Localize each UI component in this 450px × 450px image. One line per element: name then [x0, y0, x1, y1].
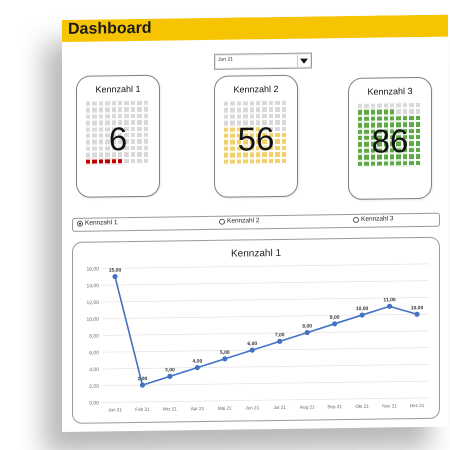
data-point [139, 382, 146, 388]
kpi-value: 6 [108, 120, 128, 158]
kpi-card-1: Kennzahl 1 6 [76, 74, 160, 198]
data-label: 10,00 [411, 305, 424, 311]
page-title: Dashboard [68, 19, 152, 38]
data-label: 11,00 [383, 297, 395, 303]
kpi-grid-cell [414, 159, 421, 166]
radio-kennzahl-1[interactable]: Kennzahl 1 [77, 219, 118, 227]
x-tick-label: Okt 21 [355, 404, 369, 409]
dashboard-sheet: Dashboard Jun 21 Kennzahl 1 6 Kennzahl 2… [62, 14, 448, 432]
gridline [103, 347, 429, 353]
gridline [103, 397, 429, 403]
data-label: 9,00 [330, 315, 340, 321]
kpi-title: Kennzahl 2 [233, 83, 279, 95]
data-point [222, 356, 228, 362]
data-point [249, 347, 255, 353]
x-tick-label: Mai 21 [218, 406, 232, 411]
radio-checked-icon[interactable] [77, 220, 83, 227]
data-label: 8,00 [302, 324, 312, 330]
data-label: 7,00 [275, 332, 285, 338]
y-tick-label: 0,00 [89, 400, 99, 406]
x-tick-label: Mrz 21 [163, 406, 177, 411]
radio-kennzahl-3[interactable]: Kennzahl 3 [353, 215, 394, 223]
x-tick-label: Jun 21 [245, 405, 259, 410]
radio-unchecked-icon[interactable] [219, 218, 225, 225]
kpi-value: 56 [237, 120, 275, 158]
radio-label: Kennzahl 1 [85, 219, 118, 227]
x-tick-label: Dez 21 [410, 403, 425, 408]
kpi-radio-group: Kennzahl 1 Kennzahl 2 Kennzahl 3 [72, 212, 440, 232]
data-label: 4,00 [192, 359, 202, 365]
data-point [304, 329, 310, 336]
radio-kennzahl-2[interactable]: Kennzahl 2 [219, 217, 260, 225]
kpi-title: Kennzahl 1 [95, 83, 141, 95]
x-tick-label: Nov 21 [382, 403, 397, 408]
y-tick-label: 16,00 [86, 266, 99, 272]
data-point [194, 365, 200, 371]
y-tick-label: 2,00 [89, 384, 99, 390]
y-tick-label: 4,00 [89, 367, 99, 373]
data-label: 3,00 [165, 367, 175, 373]
month-dropdown-value: Jun 21 [218, 56, 234, 63]
chart-title: Kennzahl 1 [231, 248, 281, 260]
radio-label: Kennzahl 3 [361, 215, 394, 223]
data-point [112, 274, 118, 280]
y-tick-label: 6,00 [89, 350, 99, 356]
gridline [103, 313, 429, 320]
radio-label: Kennzahl 2 [227, 217, 260, 225]
data-point [332, 321, 338, 327]
data-label: 10,00 [356, 306, 369, 312]
data-point [414, 311, 420, 317]
chart-svg: Kennzahl 1 0,00 2,00 4,00 6,00 8,00 10,00 12,0… [86, 248, 429, 412]
data-label: 6,00 [247, 341, 257, 347]
radio-unchecked-icon[interactable] [353, 216, 359, 223]
header-bar: Dashboard [62, 14, 448, 42]
gridline [103, 280, 429, 286]
data-label: 2,00 [138, 376, 148, 382]
x-tick-label: Feb 21 [135, 407, 150, 412]
gridline [103, 263, 429, 269]
y-tick-label: 12,00 [86, 300, 99, 306]
y-tick-label: 10,00 [86, 317, 99, 323]
gridline [103, 330, 429, 336]
x-tick-label: Sep 21 [327, 404, 342, 409]
chevron-down-icon[interactable] [297, 54, 310, 67]
gridline [103, 380, 429, 387]
gridline [103, 364, 429, 370]
data-label: 15,00 [109, 268, 122, 274]
data-point [386, 303, 393, 309]
series-line [114, 276, 418, 387]
y-tick-label: 14,00 [86, 283, 99, 289]
data-point [359, 312, 365, 318]
x-tick-label: Apr 21 [191, 406, 205, 411]
y-tick-label: 8,00 [89, 333, 99, 339]
data-point [167, 373, 173, 379]
kpi-grid-cell [142, 157, 149, 164]
kpi-value: 86 [371, 122, 409, 160]
line-chart: Kennzahl 1 0,00 2,00 4,00 6,00 8,00 10,00 12,0… [72, 236, 440, 424]
gridline [103, 297, 429, 303]
kpi-grid-cell [280, 157, 287, 164]
kpi-card-2: Kennzahl 2 56 [214, 74, 298, 198]
month-dropdown[interactable]: Jun 21 [214, 52, 312, 70]
data-label: 5,00 [220, 350, 230, 356]
x-tick-label: Jan 21 [108, 407, 122, 412]
data-point [277, 338, 283, 344]
x-tick-label: Aug 21 [300, 404, 315, 409]
kpi-card-3: Kennzahl 3 86 [348, 76, 432, 201]
kpi-title: Kennzahl 3 [367, 86, 413, 97]
x-tick-label: Jul 21 [274, 405, 287, 410]
